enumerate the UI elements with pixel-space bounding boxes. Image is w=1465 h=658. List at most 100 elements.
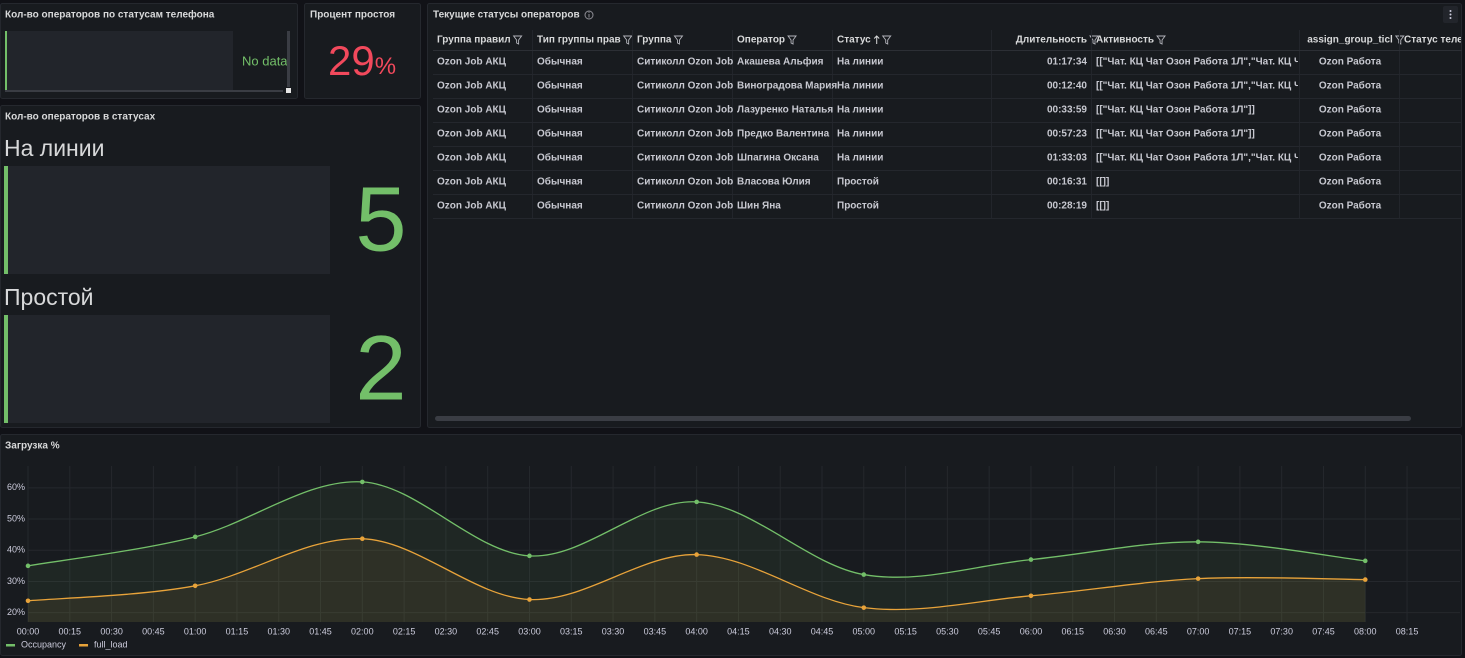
- x-tick-label: 00:30: [100, 626, 123, 636]
- legend-swatch[interactable]: [6, 644, 15, 647]
- table-cell: Ozon Job АКЦ: [437, 129, 507, 140]
- data-point: [1362, 558, 1368, 564]
- series-line: [27, 481, 1366, 578]
- scroll-corner: [286, 88, 291, 93]
- column-header[interactable]: Тип группы прав: [537, 35, 621, 46]
- table-cell: [["Чат. КЦ Чат Озон Работа 1Л","Чат. КЦ …: [1096, 80, 1312, 92]
- x-tick-label: 02:15: [393, 626, 416, 636]
- filter-icon[interactable]: [1394, 35, 1405, 45]
- y-tick-label: 30%: [7, 576, 25, 586]
- table-cell: 00:33:59: [1047, 105, 1087, 116]
- filter-icon[interactable]: [673, 35, 684, 45]
- h-scrollbar[interactable]: [435, 416, 1411, 421]
- panel-title: Кол-во операторов по статусам телефона: [5, 9, 215, 21]
- x-tick-label: 07:15: [1229, 626, 1252, 636]
- legend-label[interactable]: Occupancy: [21, 639, 67, 649]
- column-header[interactable]: Статус теле: [1404, 35, 1463, 46]
- x-tick-label: 02:00: [351, 626, 374, 636]
- gauge-bg: [4, 166, 330, 274]
- x-tick-label: 00:45: [142, 626, 165, 636]
- table-cell: Ozon Job АКЦ: [437, 177, 507, 188]
- table-cell: Акашева Альфия: [737, 56, 824, 68]
- table-cell: [[]]: [1096, 177, 1109, 188]
- x-tick-label: 04:30: [769, 626, 792, 636]
- scrollbar: [287, 31, 290, 87]
- data-point: [694, 499, 699, 505]
- table-cell: 01:17:34: [1047, 57, 1087, 68]
- info-icon[interactable]: [584, 10, 594, 20]
- table-cell: Обычная: [537, 200, 583, 212]
- table-cell: Ozon Работа: [1319, 200, 1382, 212]
- panel-title: Процент простоя: [310, 10, 395, 21]
- table-cell: Виноградова Мария: [737, 81, 837, 92]
- table-cell: Ozon Работа: [1319, 56, 1382, 68]
- filter-icon[interactable]: [1089, 35, 1099, 45]
- filter-icon[interactable]: [787, 35, 797, 45]
- column-header[interactable]: Длительность: [1016, 35, 1087, 46]
- chart: 20% 30% 40% 50% 60% 00:00 00:15 00:30 00:45 01:00…: [6, 466, 1460, 649]
- x-tick-label: 02:30: [435, 626, 458, 636]
- table-cell: 01:33:03: [1047, 153, 1087, 164]
- table-cell: Обычная: [537, 104, 583, 116]
- column-header[interactable]: Статус: [837, 35, 871, 46]
- filter-icon[interactable]: [512, 35, 523, 45]
- table-cell: Простой: [837, 177, 879, 188]
- table-cell: Шин Яна: [737, 201, 781, 212]
- panel: [0, 434, 1462, 656]
- x-tick-label: 03:45: [644, 626, 667, 636]
- data-point: [360, 536, 365, 541]
- panel-title: Кол-во операторов в статусах: [5, 112, 156, 123]
- table-cell: Ozon Job АКЦ: [437, 105, 507, 116]
- table-cell: Шпагина Оксана: [737, 153, 819, 164]
- legend-swatch[interactable]: [79, 644, 89, 647]
- x-tick-label: 03:15: [560, 626, 583, 636]
- chart-title: Загрузка %: [5, 441, 60, 452]
- x-tick-label: 01:15: [226, 626, 249, 636]
- sort-icon[interactable]: [873, 35, 880, 44]
- x-tick-label: 06:15: [1061, 626, 1084, 636]
- data-point: [861, 605, 867, 610]
- data-point: [1028, 593, 1034, 599]
- column-header[interactable]: assign_group_ticl: [1307, 35, 1393, 46]
- data-point: [1028, 557, 1034, 562]
- table-cell: Ситиколл Ozon Job: [637, 201, 733, 212]
- data-point: [527, 553, 532, 559]
- graph-area: [5, 31, 233, 90]
- table-cell: Обычная: [537, 176, 583, 188]
- stat-value: 29%: [328, 37, 396, 84]
- filter-icon[interactable]: [881, 35, 892, 45]
- gauge-bar: [4, 166, 8, 274]
- table-cell: [["Чат. КЦ Чат Озон Работа 1Л","Чат. КЦ …: [1096, 152, 1312, 164]
- table-cell: На линии: [837, 105, 883, 116]
- menu-button[interactable]: [1443, 6, 1458, 23]
- x-tick-label: 04:00: [685, 626, 708, 636]
- filter-icon[interactable]: [1156, 35, 1166, 45]
- x-tick-label: 06:45: [1145, 626, 1168, 636]
- table-cell: Простой: [837, 201, 879, 212]
- scrollbar: [5, 90, 283, 92]
- column-header[interactable]: Активность: [1096, 35, 1154, 46]
- legend-label[interactable]: full_load: [94, 639, 128, 649]
- gauge-label: На линии: [4, 135, 104, 161]
- area-fill: [28, 538, 1366, 622]
- table-cell: На линии: [837, 81, 883, 92]
- table-cell: Обычная: [537, 56, 583, 68]
- table-cell: Ozon Job АКЦ: [437, 201, 507, 212]
- table-cell: На линии: [837, 129, 883, 140]
- column-header[interactable]: Группа правил: [437, 35, 511, 46]
- x-tick-label: 01:00: [184, 626, 207, 636]
- data-point: [1195, 539, 1201, 545]
- data-point: [1362, 577, 1368, 582]
- x-tick-label: 04:15: [727, 626, 750, 636]
- column-header[interactable]: Группа: [637, 35, 672, 46]
- area-fill: [28, 481, 1366, 622]
- x-tick-label: 05:45: [978, 626, 1001, 636]
- table-cell: Власова Юлия: [737, 177, 811, 188]
- column-header[interactable]: Оператор: [737, 35, 785, 46]
- data-point: [25, 563, 31, 569]
- x-tick-label: 05:30: [936, 626, 959, 636]
- table-cell: Ozon Job АКЦ: [437, 153, 507, 164]
- table-cell: Ситиколл Ozon Job: [637, 129, 733, 140]
- filter-icon[interactable]: [622, 35, 633, 45]
